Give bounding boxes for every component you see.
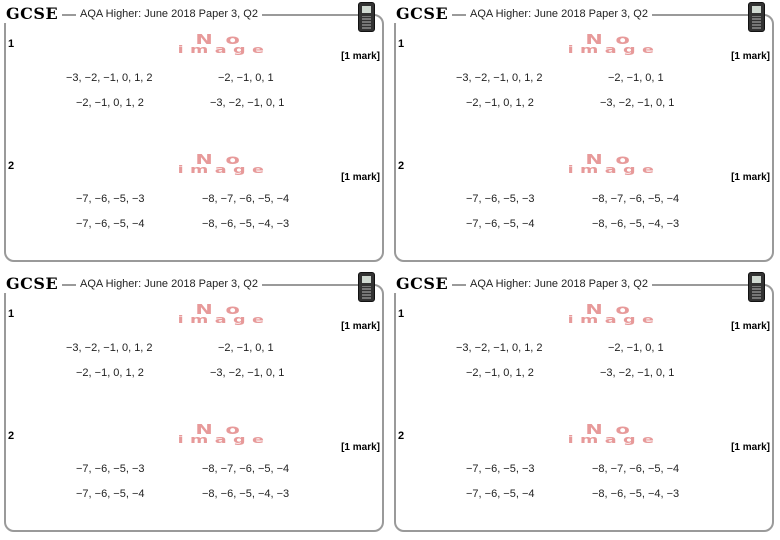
calculator-icon [358, 2, 375, 32]
answer-option[interactable]: −7, −6, −5, −4 [76, 488, 145, 500]
answer-option[interactable]: −8, −7, −6, −5, −4 [592, 193, 680, 205]
worksheet-card: GCSE AQA Higher: June 2018 Paper 3, Q2 1… [0, 0, 390, 270]
gcse-logo: GCSE [4, 274, 63, 293]
answer-option[interactable]: −2, −1, 0, 1, 2 [466, 97, 534, 109]
answer-option[interactable]: −7, −6, −5, −4 [466, 488, 535, 500]
question-number: 2 [398, 160, 405, 172]
answer-option[interactable]: −8, −7, −6, −5, −4 [592, 463, 680, 475]
no-image-placeholder: No image [177, 423, 271, 446]
mark-label: [1 mark] [731, 321, 770, 332]
answer-option[interactable]: −8, −7, −6, −5, −4 [202, 193, 290, 205]
answer-option[interactable]: −3, −2, −1, 0, 1, 2 [66, 72, 153, 84]
answer-option[interactable]: −2, −1, 0, 1 [608, 342, 664, 354]
no-image-placeholder: No image [567, 153, 661, 176]
answer-option[interactable]: −3, −2, −1, 0, 1 [210, 367, 285, 379]
mark-label: [1 mark] [341, 321, 380, 332]
gcse-logo: GCSE [394, 4, 453, 23]
mark-label: [1 mark] [731, 51, 770, 62]
paper-title: AQA Higher: June 2018 Paper 3, Q2 [466, 278, 652, 290]
answer-option[interactable]: −2, −1, 0, 1 [218, 342, 274, 354]
answer-option[interactable]: −8, −6, −5, −4, −3 [202, 488, 290, 500]
question-number: 1 [398, 38, 405, 50]
question-number: 2 [8, 430, 15, 442]
mark-label: [1 mark] [731, 442, 770, 453]
answer-option[interactable]: −7, −6, −5, −3 [466, 463, 535, 475]
answer-option[interactable]: −7, −6, −5, −3 [76, 463, 145, 475]
no-image-placeholder: No image [177, 303, 271, 326]
mark-label: [1 mark] [341, 51, 380, 62]
answer-option[interactable]: −8, −6, −5, −4, −3 [592, 218, 680, 230]
answer-option[interactable]: −2, −1, 0, 1 [608, 72, 664, 84]
question-number: 2 [8, 160, 15, 172]
no-image-placeholder: No image [567, 303, 661, 326]
answer-option[interactable]: −3, −2, −1, 0, 1 [600, 97, 675, 109]
answer-option[interactable]: −2, −1, 0, 1, 2 [76, 367, 144, 379]
gcse-logo: GCSE [4, 4, 63, 23]
worksheet-card: GCSE AQA Higher: June 2018 Paper 3, Q2 1… [390, 270, 780, 540]
no-image-placeholder: No image [567, 423, 661, 446]
question-number: 1 [8, 308, 15, 320]
question-number: 2 [398, 430, 405, 442]
paper-title: AQA Higher: June 2018 Paper 3, Q2 [466, 8, 652, 20]
answer-option[interactable]: −2, −1, 0, 1, 2 [466, 367, 534, 379]
no-image-placeholder: No image [177, 153, 271, 176]
mark-label: [1 mark] [341, 172, 380, 183]
answer-option[interactable]: −3, −2, −1, 0, 1, 2 [456, 342, 543, 354]
worksheet-card: GCSE AQA Higher: June 2018 Paper 3, Q2 1… [390, 0, 780, 270]
answer-option[interactable]: −3, −2, −1, 0, 1 [210, 97, 285, 109]
paper-title: AQA Higher: June 2018 Paper 3, Q2 [76, 8, 262, 20]
question-number: 1 [8, 38, 15, 50]
calculator-icon [358, 272, 375, 302]
answer-option[interactable]: −8, −6, −5, −4, −3 [202, 218, 290, 230]
worksheet-card: GCSE AQA Higher: June 2018 Paper 3, Q2 1… [0, 270, 390, 540]
answer-option[interactable]: −3, −2, −1, 0, 1 [600, 367, 675, 379]
answer-option[interactable]: −7, −6, −5, −4 [76, 218, 145, 230]
no-image-placeholder: No image [567, 33, 661, 56]
answer-option[interactable]: −8, −6, −5, −4, −3 [592, 488, 680, 500]
gcse-logo: GCSE [394, 274, 453, 293]
answer-option[interactable]: −7, −6, −5, −3 [76, 193, 145, 205]
answer-option[interactable]: −7, −6, −5, −4 [466, 218, 535, 230]
mark-label: [1 mark] [341, 442, 380, 453]
calculator-icon [748, 272, 765, 302]
answer-option[interactable]: −2, −1, 0, 1, 2 [76, 97, 144, 109]
mark-label: [1 mark] [731, 172, 770, 183]
question-number: 1 [398, 308, 405, 320]
answer-option[interactable]: −3, −2, −1, 0, 1, 2 [456, 72, 543, 84]
calculator-icon [748, 2, 765, 32]
answer-option[interactable]: −3, −2, −1, 0, 1, 2 [66, 342, 153, 354]
answer-option[interactable]: −2, −1, 0, 1 [218, 72, 274, 84]
answer-option[interactable]: −7, −6, −5, −3 [466, 193, 535, 205]
answer-option[interactable]: −8, −7, −6, −5, −4 [202, 463, 290, 475]
paper-title: AQA Higher: June 2018 Paper 3, Q2 [76, 278, 262, 290]
no-image-placeholder: No image [177, 33, 271, 56]
